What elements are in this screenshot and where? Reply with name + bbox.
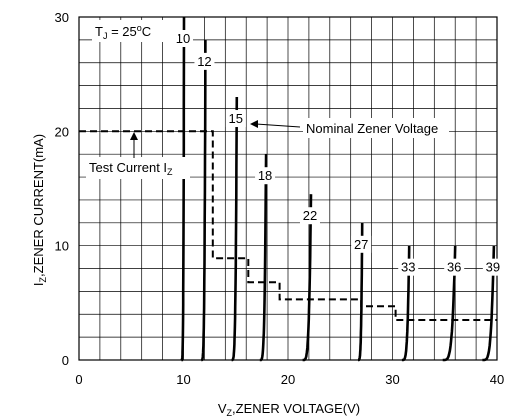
curve-label-bg [444,258,465,276]
zener-curve-22v [302,194,313,362]
zener-curve-27v [357,222,364,362]
nominal-voltage-annotation: Nominal Zener Voltage [250,118,449,138]
svg-text:TJ = 25oC: TJ = 25oC [95,23,151,41]
curve-label-bg [299,207,320,225]
curve-label-18v: 18 [258,168,272,183]
curve-label-bg [173,30,194,47]
curve-label-bg [255,167,276,185]
x-tick-label: 10 [176,372,190,387]
curve-label-bg [225,110,246,128]
svg-text:Nominal Zener Voltage: Nominal Zener Voltage [306,121,438,136]
curve-label-36v: 36 [447,260,461,275]
zener-curves: 10 12 15 18 22 27 33 36 39 [173,16,503,362]
curve-label-bg [194,52,215,70]
zener-curve-18v [259,154,268,362]
x-tick-label: 30 [385,372,399,387]
x-axis-label: VZ,ZENER VOLTAGE(V) [218,401,360,418]
zener-curve-15v [231,96,239,362]
zener-curve-33v [401,245,411,362]
axis-ticks: 0 10 20 30 40 0 10 20 30 [55,10,505,387]
y-tick-label: 0 [62,353,69,368]
test-current-annotation: Test Current IZ [86,132,190,179]
curve-label-39v: 39 [486,260,500,275]
y-axis-label: IZ,ZENER CURRENT(mA) [31,134,48,286]
curve-label-22v: 22 [303,208,317,223]
plot-frame [78,16,498,361]
zener-curve-36v [442,245,457,362]
temperature-annotation: TJ = 25oC [92,20,178,42]
x-tick-label: 40 [490,372,504,387]
curve-label-15v: 15 [229,111,243,126]
y-tick-label: 10 [55,239,69,254]
zener-curve-12v [200,39,207,362]
curve-label-33v: 33 [401,260,415,275]
curve-label-bg [398,258,419,276]
curve-label-bg [351,235,372,253]
x-tick-label: 0 [75,372,82,387]
curve-label-bg [482,258,503,276]
chart-grid [79,17,497,360]
zener-curve-10v [180,16,186,362]
curve-label-10v: 10 [176,31,190,46]
curve-label-27v: 27 [354,237,368,252]
svg-text:Test Current IZ: Test Current IZ [89,160,173,177]
x-tick-label: 20 [281,372,295,387]
curve-label-12v: 12 [197,54,211,69]
zener-curve-39v [482,245,496,362]
y-tick-label: 30 [55,10,69,25]
y-tick-label: 20 [55,124,69,139]
